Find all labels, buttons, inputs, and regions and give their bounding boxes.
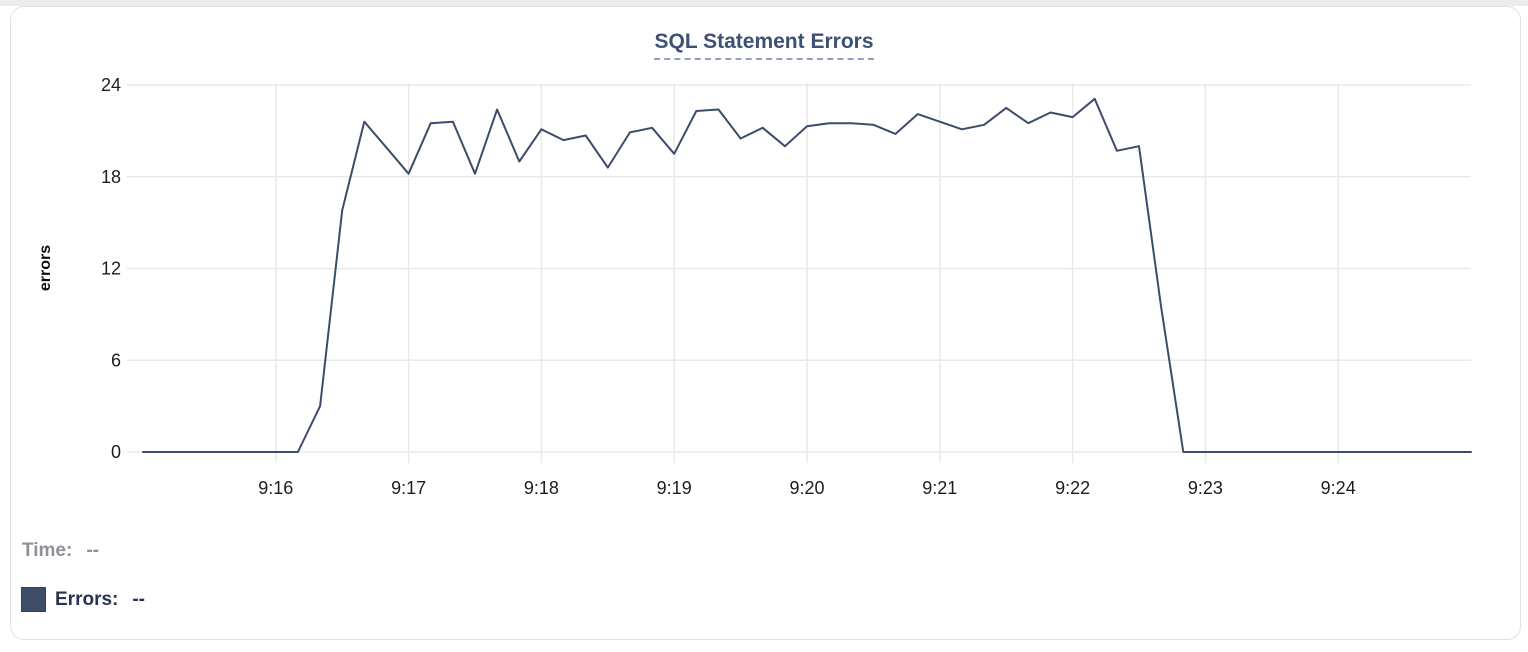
x-tick-label-9:20: 9:20 [789, 478, 824, 498]
chart-card [10, 6, 1521, 640]
errors-readout-value: -- [132, 588, 146, 610]
chart-header: SQL Statement Errors [0, 30, 1528, 60]
chart-svg[interactable]: 0 6 12 18 24 9:16 9:17 9:18 9:19 9:20 9:21 9:22 9:23… [0, 0, 1528, 512]
y-tick-label-6: 6 [111, 350, 121, 370]
y-tick-label-12: 12 [101, 259, 121, 279]
y-tick-label-24: 24 [101, 75, 121, 95]
chart-title-link[interactable]: SQL Statement Errors [654, 30, 874, 60]
errors-series-line [142, 97, 1472, 453]
x-tick-label-9:24: 9:24 [1321, 478, 1356, 498]
x-tick-label-9:21: 9:21 [922, 478, 957, 498]
errors-series-swatch-icon [21, 587, 46, 612]
gridlines-group [127, 83, 1471, 463]
time-readout-label: Time: [22, 540, 73, 561]
x-tick-label-9:16: 9:16 [258, 478, 293, 498]
y-axis-title: errors [37, 245, 54, 291]
hover-readout-errors-row: Errors: -- [21, 587, 145, 612]
axis-labels-group: 0 6 12 18 24 9:16 9:17 9:18 9:19 9:20 9:21 9:22 9:23… [101, 75, 1356, 498]
x-tick-label-9:19: 9:19 [657, 478, 692, 498]
x-tick-label-9:17: 9:17 [391, 478, 426, 498]
y-tick-label-18: 18 [101, 167, 121, 187]
time-readout-value: -- [86, 540, 99, 561]
series-line-group [142, 97, 1472, 453]
y-tick-label-0: 0 [111, 442, 121, 462]
errors-readout-label: Errors: [55, 588, 119, 610]
hover-readout-time-row: Time: -- [22, 540, 99, 562]
page-top-edge-strip [0, 0, 1528, 6]
x-tick-label-9:18: 9:18 [524, 478, 559, 498]
x-tick-label-9:23: 9:23 [1188, 478, 1223, 498]
x-tick-label-9:22: 9:22 [1055, 478, 1090, 498]
